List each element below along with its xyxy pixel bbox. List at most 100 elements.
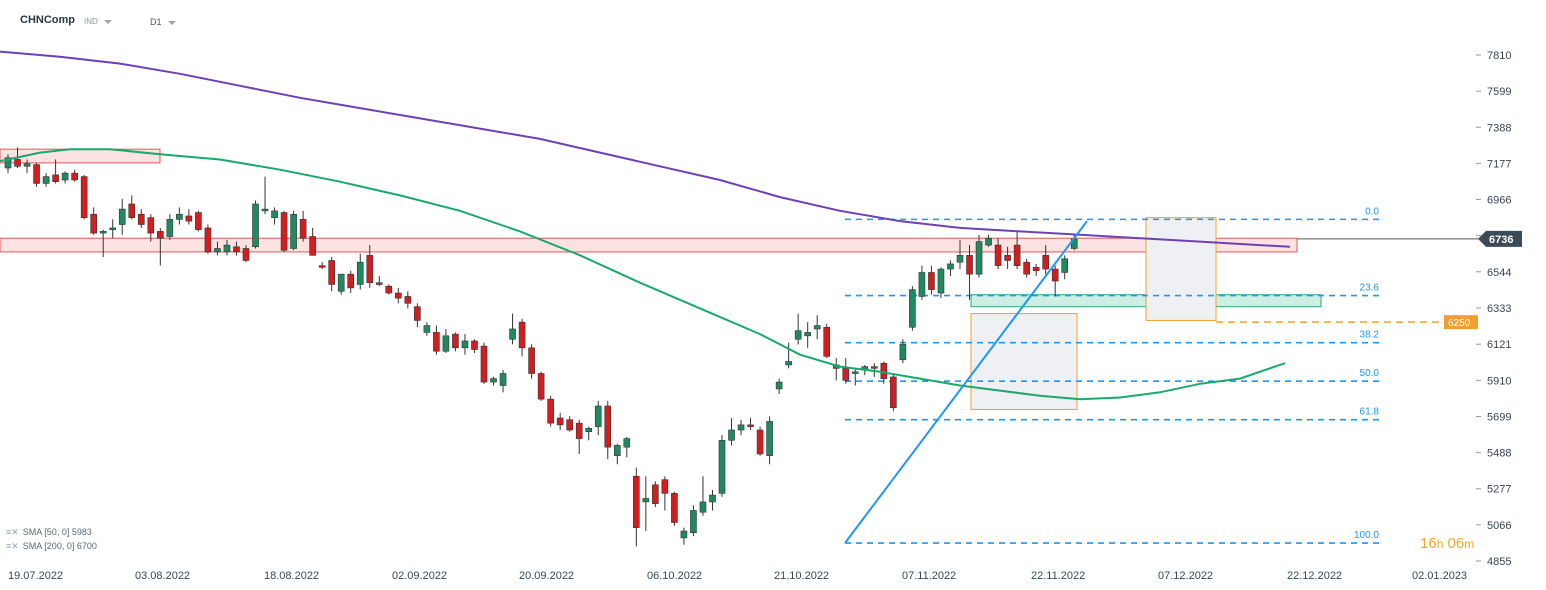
candle [375,275,383,287]
candle [756,426,764,456]
candle-body [785,361,792,366]
timeframe-selector[interactable]: D1 [150,17,176,27]
candle [613,443,621,465]
candle [1051,265,1059,297]
candle [652,481,659,508]
fib-label: 50.0 [1360,368,1380,379]
candle [109,219,117,239]
candle-body [1023,261,1030,275]
candle-body [280,212,288,251]
candle [509,313,516,345]
exchange-label[interactable]: IND [84,17,112,26]
candle-body [471,340,478,350]
symbol-name[interactable]: CHNComp [20,14,75,26]
candle-body [671,493,678,523]
candle-body [518,321,526,349]
candle [575,419,583,454]
candle [1023,258,1030,278]
candle-body [909,289,916,328]
candle [1042,245,1049,275]
candle [480,342,488,384]
candle [594,400,602,436]
candle-body [642,498,650,503]
candle-body [433,332,440,352]
candle-body [118,208,126,225]
y-tick-label: 5488 [1487,448,1511,460]
candle-body [52,174,59,183]
candle-body [775,381,783,390]
candle [442,328,450,353]
resistance-zone [0,237,1298,253]
candle-body [452,333,459,349]
timer-minutes: 06 [1447,535,1465,552]
candle-body [423,325,431,333]
candle [556,412,564,431]
fib-label: 23.6 [1360,283,1380,294]
candle-body [23,163,31,167]
exchange-text: IND [84,17,98,26]
candle [661,476,669,511]
y-tick-label: 6333 [1487,303,1511,315]
candle-body [718,439,726,494]
candle [261,176,269,215]
candle-body [318,265,326,268]
candle-body [966,255,973,275]
candle-body [1004,255,1011,261]
y-tick-label: 6544 [1487,267,1511,279]
candle-body [690,510,697,534]
candle [718,435,726,497]
candle-body [623,438,631,448]
y-tick-label: 5910 [1487,375,1511,387]
candle-body [299,219,307,239]
candle [766,416,773,465]
candle-body [395,292,402,299]
candle-body [252,203,259,248]
candle [461,334,469,355]
candle [214,241,221,256]
candle-body [157,231,164,239]
candle-body [928,272,935,290]
candle [366,245,374,288]
indicator-close-icon[interactable]: ≡✕ [6,541,19,551]
candle [890,373,897,412]
candle-body [794,330,802,340]
y-tick-label: 5277 [1487,484,1511,496]
sma50-line [0,148,1286,401]
candle [337,273,345,295]
x-tick-label: 21.10.2022 [774,570,829,582]
candle [71,169,78,182]
candle-body [652,484,659,504]
candle [195,210,202,232]
legend-sma50[interactable]: ≡✕ SMA [50, 0] 5983 [6,527,92,538]
candle-body [537,373,545,400]
candle-body [728,429,735,441]
chevron-down-icon [167,20,176,25]
candle [309,227,316,256]
candle [223,239,231,256]
candle-body [899,344,907,361]
candle-body [490,378,497,383]
candle-body [480,345,488,383]
candle [585,426,593,441]
x-tick-label: 03.08.2022 [135,570,190,582]
candle [128,195,136,220]
consolidation-box-1 [970,313,1078,410]
candle [842,358,850,384]
candle-body [195,212,202,230]
candle-body [985,237,992,246]
legend-sma200[interactable]: ≡✕ SMA [200, 0] 6700 [6,541,97,552]
candles [4,147,1078,547]
candle-body [61,172,69,181]
candle [166,214,174,240]
level-tag [1444,315,1478,330]
candle [680,527,688,545]
candle [566,416,573,432]
candle-body [804,332,811,337]
candle-body [747,424,754,427]
candle-body [756,429,764,455]
candle [785,342,792,369]
candle [547,395,554,427]
indicator-close-icon[interactable]: ≡✕ [6,527,19,537]
candle-body [1013,244,1021,266]
